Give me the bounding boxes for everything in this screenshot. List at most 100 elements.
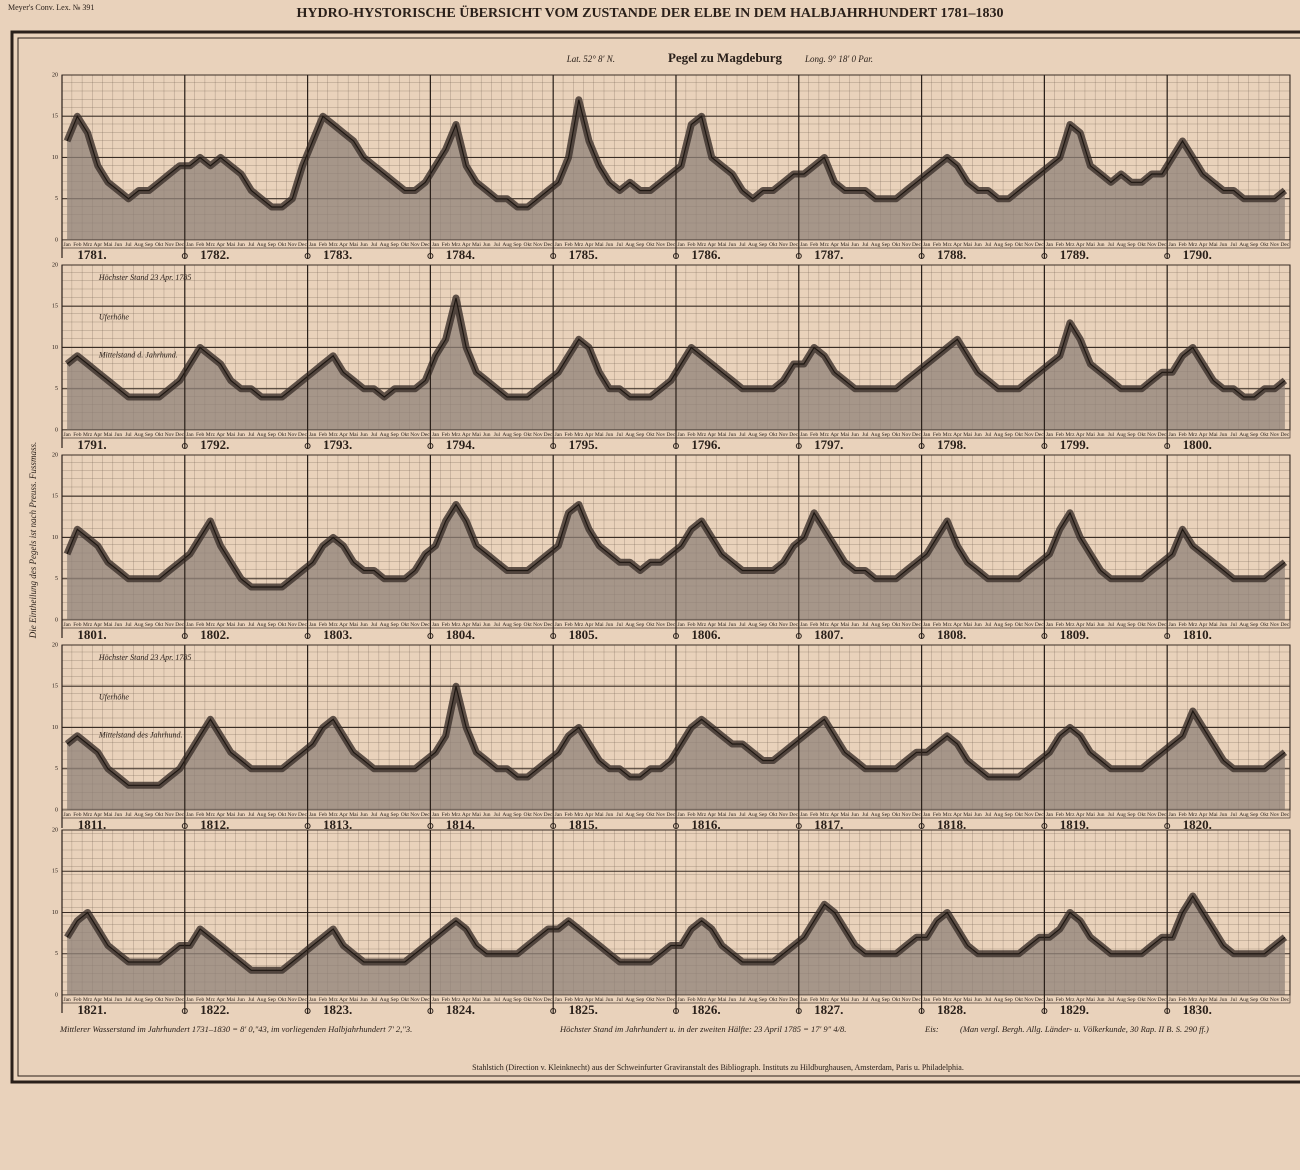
month-label: Aug bbox=[994, 432, 1004, 438]
month-label: Mrz bbox=[1188, 812, 1198, 818]
year-label: 1800. bbox=[1183, 437, 1212, 452]
month-label: Feb bbox=[442, 622, 451, 628]
month-label: Feb bbox=[810, 432, 819, 438]
month-label: Dec bbox=[912, 242, 921, 248]
month-label: Mai bbox=[1086, 997, 1095, 1003]
month-label: Okt bbox=[155, 242, 164, 248]
month-label: Dec bbox=[421, 622, 430, 628]
month-label: Aug bbox=[871, 432, 881, 438]
note-ice: Eis: bbox=[924, 1024, 939, 1034]
month-label: Okt bbox=[1015, 622, 1024, 628]
month-label: Nov bbox=[1147, 997, 1157, 1003]
month-label: Mai bbox=[963, 432, 972, 438]
month-label: Feb bbox=[933, 432, 942, 438]
month-label: Mai bbox=[1209, 432, 1218, 438]
month-label: Aug bbox=[871, 622, 881, 628]
month-label: Dec bbox=[298, 622, 307, 628]
year-dot bbox=[181, 1008, 188, 1014]
month-label: Dec bbox=[1158, 432, 1167, 438]
month-label: Nov bbox=[1024, 432, 1034, 438]
year-label: 1799. bbox=[1060, 437, 1089, 452]
month-label: Jan bbox=[432, 812, 440, 818]
month-label: Sep bbox=[1004, 997, 1013, 1003]
month-label: Mai bbox=[595, 242, 604, 248]
month-label: Jun bbox=[1220, 432, 1228, 438]
month-label: Jul bbox=[1231, 812, 1238, 818]
month-label: Nov bbox=[779, 812, 789, 818]
month-label: Sep bbox=[1127, 432, 1136, 438]
month-label: Jun bbox=[851, 997, 859, 1003]
month-label: Mrz bbox=[697, 812, 707, 818]
year-label: 1790. bbox=[1183, 247, 1212, 262]
month-label: Nov bbox=[656, 432, 666, 438]
month-label: Jul bbox=[371, 242, 378, 248]
month-label: Apr bbox=[708, 622, 717, 628]
month-label: Feb bbox=[196, 622, 205, 628]
month-label: Okt bbox=[278, 997, 287, 1003]
month-label: Nov bbox=[288, 622, 298, 628]
month-label: Mrz bbox=[820, 997, 830, 1003]
month-label: Jan bbox=[923, 432, 931, 438]
month-label: Mrz bbox=[1188, 432, 1198, 438]
month-label: Mrz bbox=[329, 812, 339, 818]
month-label: Apr bbox=[830, 242, 839, 248]
month-label: Feb bbox=[810, 622, 819, 628]
year-dot bbox=[427, 443, 434, 449]
y-tick-label: 10 bbox=[52, 535, 58, 541]
inner-frame bbox=[17, 37, 1300, 1077]
month-label: Nov bbox=[533, 432, 543, 438]
month-label: Mrz bbox=[451, 622, 461, 628]
month-label: Feb bbox=[73, 242, 82, 248]
annotation: Höchster Stand 23 Apr. 1785 bbox=[98, 653, 192, 662]
year-label: 1826. bbox=[691, 1002, 720, 1017]
month-label: Mrz bbox=[83, 997, 93, 1003]
y-tick-label: 20 bbox=[52, 827, 58, 833]
month-label: Jul bbox=[862, 622, 869, 628]
month-label: Sep bbox=[145, 997, 154, 1003]
month-label: Mrz bbox=[943, 432, 953, 438]
month-label: Mrz bbox=[697, 997, 707, 1003]
month-label: Jun bbox=[483, 812, 491, 818]
month-label: Mai bbox=[349, 432, 358, 438]
year-dot bbox=[1164, 823, 1171, 829]
month-label: Sep bbox=[1004, 812, 1013, 818]
month-label: Dec bbox=[789, 242, 798, 248]
month-label: Jun bbox=[237, 432, 245, 438]
y-tick-label: 0 bbox=[55, 807, 58, 813]
y-tick-label: 15 bbox=[52, 869, 58, 875]
month-label: Jun bbox=[974, 242, 982, 248]
month-label: Jun bbox=[360, 812, 368, 818]
month-label: Apr bbox=[953, 432, 962, 438]
year-dot bbox=[181, 253, 188, 259]
year-dot bbox=[795, 1008, 802, 1014]
month-label: Okt bbox=[646, 622, 655, 628]
month-label: Apr bbox=[94, 622, 103, 628]
month-label: Apr bbox=[585, 242, 594, 248]
month-label: Mai bbox=[840, 622, 849, 628]
month-label: Mai bbox=[1086, 242, 1095, 248]
month-label: Dec bbox=[1158, 242, 1167, 248]
month-label: Mrz bbox=[206, 242, 216, 248]
month-label: Dec bbox=[1035, 812, 1044, 818]
month-label: Jun bbox=[1097, 812, 1105, 818]
y-tick-label: 15 bbox=[52, 114, 58, 120]
month-label: Mai bbox=[1209, 812, 1218, 818]
y-tick-label: 5 bbox=[55, 196, 58, 202]
year-dot bbox=[550, 823, 557, 829]
month-label: Sep bbox=[268, 812, 277, 818]
month-label: Aug bbox=[625, 812, 635, 818]
month-label: Aug bbox=[748, 242, 758, 248]
month-label: Jul bbox=[494, 622, 501, 628]
month-label: Mrz bbox=[574, 622, 584, 628]
y-tick-label: 15 bbox=[52, 304, 58, 310]
month-label: Jan bbox=[63, 812, 71, 818]
month-label: Feb bbox=[319, 622, 328, 628]
year-dot bbox=[1164, 253, 1171, 259]
month-label: Jun bbox=[360, 622, 368, 628]
month-label: Mrz bbox=[206, 622, 216, 628]
month-label: Jan bbox=[309, 432, 317, 438]
month-label: Jun bbox=[606, 812, 614, 818]
year-label: 1819. bbox=[1060, 817, 1089, 832]
month-label: Sep bbox=[882, 432, 891, 438]
